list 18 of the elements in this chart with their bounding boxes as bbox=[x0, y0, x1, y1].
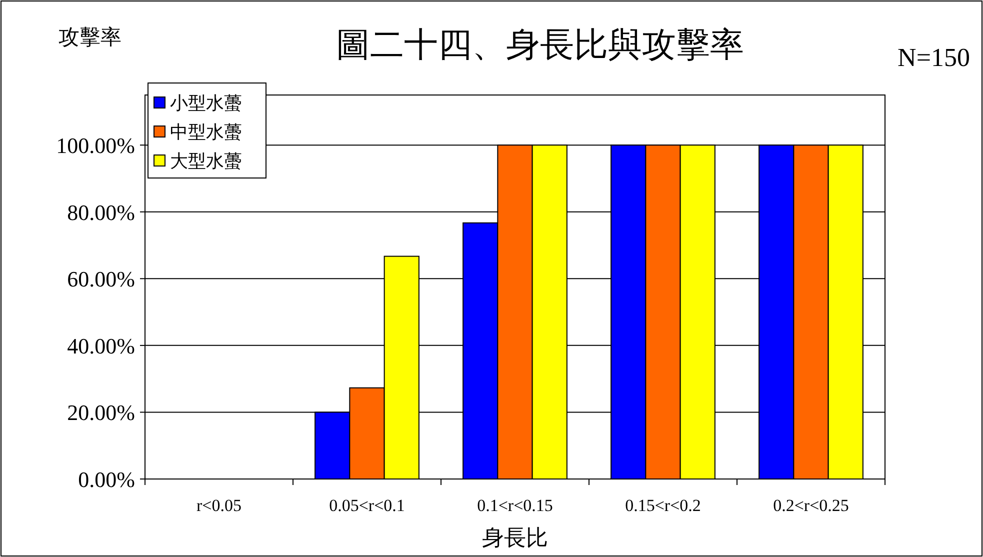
y-tick-label: 60.00% bbox=[67, 266, 135, 292]
y-axis-title: 攻擊率 bbox=[58, 25, 122, 49]
y-tick-label: 40.00% bbox=[67, 333, 135, 358]
x-tick-label: 0.15<r<0.2 bbox=[625, 496, 701, 515]
chart-title: 圖二十四、身長比與攻擊率 bbox=[336, 27, 744, 64]
x-tick-label: r<0.05 bbox=[196, 496, 242, 515]
y-tick-label: 0.00% bbox=[78, 467, 135, 492]
y-tick-label: 20.00% bbox=[67, 400, 135, 426]
legend-label: 中型水蠆 bbox=[170, 122, 242, 142]
x-tick-label: 0.05<r<0.1 bbox=[329, 496, 405, 515]
y-tick-label: 100.00% bbox=[56, 133, 135, 158]
legend-label: 大型水蠆 bbox=[170, 151, 242, 171]
legend-label: 小型水蠆 bbox=[170, 93, 242, 113]
x-tick-label: 0.1<r<0.15 bbox=[477, 496, 553, 515]
text: N=150 bbox=[898, 43, 970, 72]
x-tick-label: 0.2<r<0.25 bbox=[773, 496, 849, 515]
y-tick-label: 80.00% bbox=[67, 200, 135, 225]
x-axis-title: 身長比 bbox=[482, 525, 548, 550]
